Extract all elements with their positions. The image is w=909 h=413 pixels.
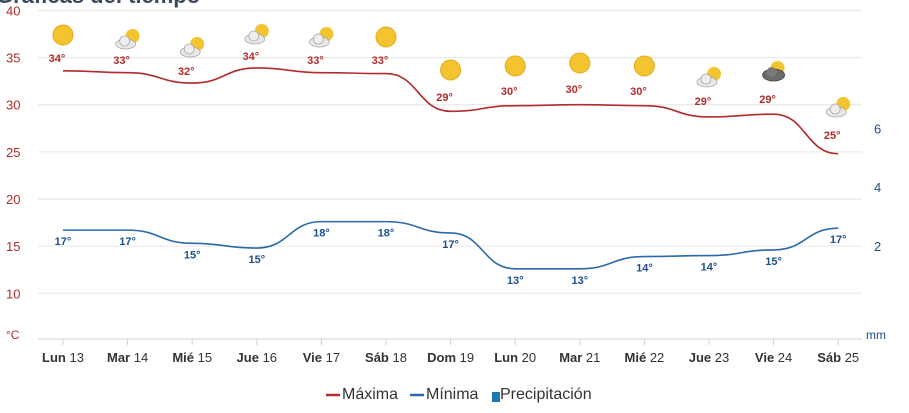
max-temp-label: 30° xyxy=(630,86,647,98)
x-tick-label: Sáb 18 xyxy=(365,350,407,365)
max-temp-label: 32° xyxy=(178,66,195,78)
sun-icon xyxy=(633,55,655,77)
x-tick-label: Lun 20 xyxy=(494,350,536,365)
x-tick-label: Vie 24 xyxy=(755,350,792,365)
y-left-tick: 30 xyxy=(6,98,20,113)
legend-item-máxima[interactable]: Máxima xyxy=(326,386,398,403)
series-lines xyxy=(62,67,839,270)
max-temp-label: 29° xyxy=(759,94,776,106)
partly-cloudy-icon xyxy=(244,24,269,45)
min-temp-label: 15° xyxy=(184,249,201,261)
grid xyxy=(38,9,862,294)
x-tick-label: Lun 13 xyxy=(42,350,84,365)
y-left-tick: 10 xyxy=(6,286,20,301)
min-temp-label: 14° xyxy=(636,263,653,275)
x-tick-label: Jue 16 xyxy=(237,350,277,365)
max-temp-label: 25° xyxy=(824,130,841,142)
partly-cloudy-icon xyxy=(825,97,851,118)
y-left-tick: 40 xyxy=(6,3,20,18)
legend[interactable]: Máxima Mínima Precipitación xyxy=(326,386,592,403)
y-right-tick: 4 xyxy=(874,180,881,195)
chart-title: Gráficas del tiempo xyxy=(0,0,200,8)
partly-cloudy-icon xyxy=(115,29,140,50)
min-temp-label: 13° xyxy=(507,275,524,287)
min-temp-label: 14° xyxy=(701,262,718,274)
min-temp-label: 13° xyxy=(571,275,588,287)
min-temp-line xyxy=(63,220,839,270)
x-axis: Lun 13 Mar 14 Mié 15 Jue 16 Vie 17 Sáb 18 Dom … xyxy=(38,338,862,365)
dark-cloudy-icon xyxy=(762,61,785,82)
max-temp-label: 34° xyxy=(242,51,259,63)
max-temp-line xyxy=(62,67,839,155)
legend-item-precipitación[interactable]: Precipitación xyxy=(492,386,592,403)
max-temp-label: 30° xyxy=(501,86,518,98)
min-temp-label: 15° xyxy=(765,256,782,268)
max-temp-label: 33° xyxy=(372,55,389,67)
legend-label: Máxima xyxy=(342,386,398,403)
max-temp-label: 33° xyxy=(307,55,324,67)
partly-cloudy-icon xyxy=(696,67,721,88)
partly-cloudy-icon xyxy=(308,27,334,48)
min-temp-label: 18° xyxy=(313,228,330,240)
sun-icon xyxy=(440,59,462,81)
data-labels: 34° 33° 32° 34° 33° 33° 29° 30° 30° 30° 29° 29° 25° 1… xyxy=(49,51,847,287)
legend-label: Precipitación xyxy=(500,386,592,403)
x-tick-label: Jue 23 xyxy=(689,350,729,365)
x-tick-label: Mar 14 xyxy=(107,350,148,365)
y-right-unit: mm xyxy=(866,328,886,342)
min-temp-label: 17° xyxy=(442,239,459,251)
x-tick-label: Mié 15 xyxy=(172,350,212,365)
sun-icon xyxy=(52,24,74,46)
weather-icons xyxy=(52,24,851,118)
x-tick-label: Mié 22 xyxy=(625,350,665,365)
max-temp-label: 30° xyxy=(565,84,582,96)
max-temp-label: 29° xyxy=(695,96,712,108)
sun-icon xyxy=(569,52,591,74)
min-temp-label: 17° xyxy=(830,234,847,246)
y-axis-right: 2 4 6 xyxy=(874,121,881,254)
x-tick-label: Dom 19 xyxy=(427,350,474,365)
legend-label: Mínima xyxy=(426,386,479,403)
min-temp-label: 17° xyxy=(55,236,72,248)
min-temp-label: 15° xyxy=(248,254,265,266)
y-axis-left: 10 15 20 25 30 35 40 xyxy=(6,3,20,301)
min-temp-label: 18° xyxy=(378,228,395,240)
min-temp-label: 17° xyxy=(119,236,136,248)
y-left-tick: 15 xyxy=(6,239,20,254)
partly-cloudy-icon xyxy=(179,37,205,58)
x-tick-label: Sáb 25 xyxy=(817,350,859,365)
y-left-tick: 35 xyxy=(6,51,20,66)
y-right-tick: 6 xyxy=(874,121,881,136)
y-left-tick: 25 xyxy=(6,145,20,160)
max-temp-label: 33° xyxy=(113,55,130,67)
y-right-tick: 2 xyxy=(874,239,881,254)
max-temp-label: 29° xyxy=(436,92,453,104)
x-tick-label: Mar 21 xyxy=(559,350,600,365)
x-tick-label: Vie 17 xyxy=(303,350,340,365)
sun-icon xyxy=(504,55,526,77)
sun-icon xyxy=(375,26,397,48)
y-left-unit: °C xyxy=(6,328,20,342)
y-left-tick: 20 xyxy=(6,192,20,207)
max-temp-label: 34° xyxy=(49,53,66,65)
legend-item-mínima[interactable]: Mínima xyxy=(410,386,479,403)
